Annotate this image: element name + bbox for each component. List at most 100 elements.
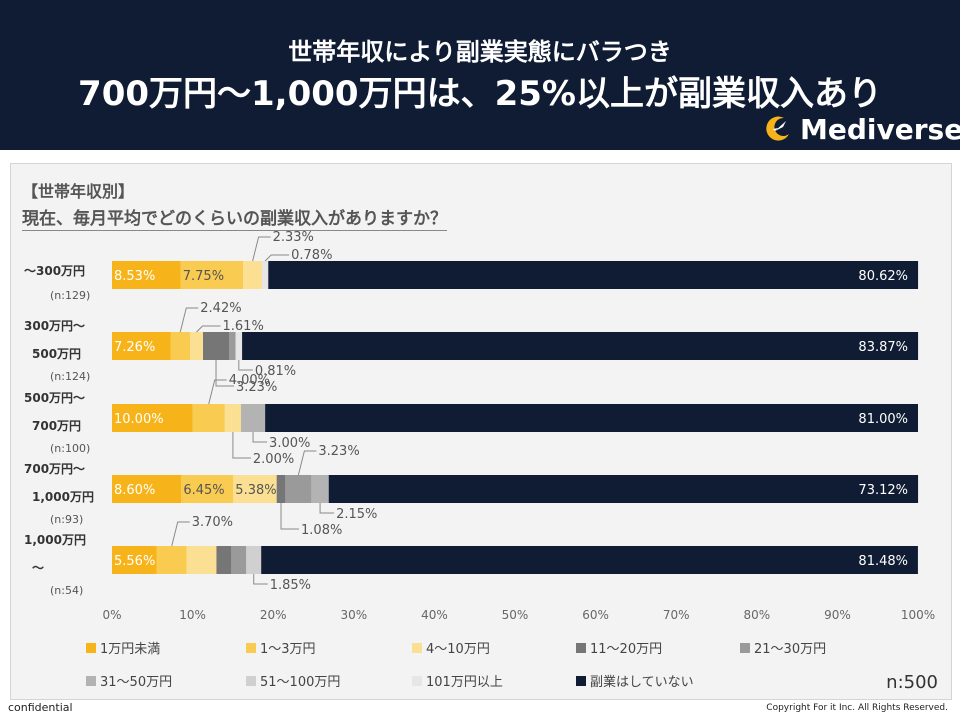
logo-text: Mediverse [800,112,960,146]
row-label: 1,000万円 [24,533,86,547]
bar-data-label: 8.60% [114,483,155,498]
callout-data-label: 2.00% [253,452,294,467]
callout-data-label: 1.85% [270,578,311,593]
callout-data-label: 3.23% [236,380,277,395]
legend-label: 1万円未満 [100,642,160,657]
callout-leader-line [171,521,190,547]
callout-data-label: 1.08% [301,523,342,538]
legend-swatch [576,676,586,686]
bar-segment [311,475,329,503]
bar-segment [224,404,241,432]
callout-leader-line [196,325,221,333]
callout-leader-line [232,432,251,459]
legend-label: 副業はしていない [590,674,694,690]
bar-data-label: 81.48% [858,554,908,569]
callout-data-label: 2.33% [273,230,314,245]
bar-segment [229,332,236,360]
callout-leader-line [319,503,335,514]
callout-data-label: 0.78% [291,248,332,263]
title-line-2: 700万円～1,000万円は、25%以上が副業収入あり [78,74,882,114]
callout-leader-line [253,574,268,585]
x-axis-tick-label: 90% [824,608,851,622]
legend-label: 101万円以上 [426,675,503,690]
bar-data-label: 7.26% [114,340,155,355]
callout-leader-line [208,379,227,405]
x-axis-tick-label: 10% [179,608,206,622]
rocket-moon-icon [766,116,789,141]
legend-label: 1～3万円 [260,642,316,657]
x-axis-tick-label: 100% [901,608,935,622]
bar-data-label: 8.53% [114,269,155,284]
legend-label: 31～50万円 [100,675,172,690]
callout-data-label: 1.61% [223,319,264,334]
bar-segment [112,332,171,360]
bar-segment [276,475,286,503]
bar-segment [246,546,262,574]
callout-leader-line [179,307,199,333]
bar-segment [261,261,269,289]
bar-segment [328,475,919,503]
chart-question: 現在、毎月平均でどのくらいの副業収入がありますか？ [22,204,447,231]
mediverse-logo: Mediverse [762,112,960,146]
legend-swatch [412,643,422,653]
x-axis-tick-label: 80% [743,608,770,622]
legend-label: 11～20万円 [590,642,662,657]
bar-segment [112,261,181,289]
callout-leader-line [280,503,300,530]
bar-segment [192,404,225,432]
bar-segment [243,261,262,289]
bar-segment [181,475,234,503]
bar-segment [190,332,203,360]
legend-swatch [576,643,586,653]
callout-leader-line [252,236,271,262]
bar-data-label: 73.12% [858,483,908,498]
header-banner: 世帯年収により副業実態にバラつき 700万円～1,000万円は、25%以上が副業… [0,0,960,150]
confidential-label: confidential [8,701,73,714]
row-label: 1,000万円 [32,490,94,504]
row-label: ～ [32,561,44,575]
legend-label: 21～30万円 [754,642,826,657]
callout-leader-line [264,254,290,262]
row-label: 700万円～ [24,462,85,476]
bar-segment [216,546,232,574]
bar-data-label: 5.38% [235,483,276,498]
callout-data-label: 4.00% [229,373,270,388]
x-axis-tick-label: 50% [502,608,529,622]
bar-data-label: 5.56% [114,554,155,569]
callout-data-label: 3.70% [192,515,233,530]
row-sample-size: (n:93) [50,513,83,526]
row-label: 300万円～ [24,319,85,333]
bar-segment [180,261,244,289]
callout-data-label: 2.42% [200,301,241,316]
callout-data-label: 3.23% [318,444,359,459]
legend-label: 4～10万円 [426,642,490,657]
copyright-notice: Copyright For it Inc. All Rights Reserve… [766,703,948,713]
row-sample-size: (n:100) [50,442,90,455]
callout-leader-line [238,360,253,371]
callout-data-label: 3.00% [269,436,310,451]
bar-segment [265,404,918,432]
legend-swatch [740,643,750,653]
callout-leader-line [297,450,317,476]
row-label: ～300万円 [24,264,85,278]
x-axis-tick-label: 60% [582,608,609,622]
callout-data-label: 0.81% [255,364,296,379]
bar-segment [112,404,193,432]
x-axis-tick-label: 40% [421,608,448,622]
legend-swatch [246,676,256,686]
bar-segment [242,332,919,360]
row-sample-size: (n:54) [50,584,83,597]
bar-segment [268,261,919,289]
row-label: 700万円 [32,419,81,433]
bar-segment [156,546,187,574]
x-axis-tick-label: 0% [102,608,121,622]
x-axis-tick-label: 20% [260,608,287,622]
bar-data-label: 6.45% [183,483,224,498]
row-label: 500万円 [32,347,81,361]
bar-segment [231,546,247,574]
bar-segment [112,475,182,503]
bar-segment [170,332,191,360]
legend-swatch [86,643,96,653]
bar-data-label: 80.62% [858,269,908,284]
